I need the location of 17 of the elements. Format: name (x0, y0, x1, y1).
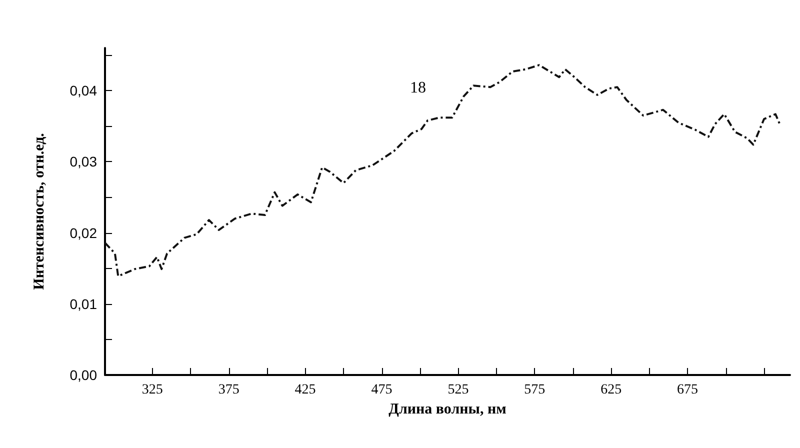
x-tick-label: 625 (600, 382, 622, 398)
x-tick-label: 375 (218, 382, 240, 398)
x-tick-label: 675 (677, 382, 698, 398)
y-tick-label: 0,03 (70, 154, 98, 170)
x-tick-label: 475 (371, 382, 392, 398)
x-tick-label: 425 (294, 382, 316, 398)
line-series (104, 64, 782, 278)
annotation: 18 (410, 80, 426, 96)
y-axis-title: Интенсивность, отн.ед. (32, 132, 48, 290)
x-tick-label: 525 (448, 382, 469, 398)
y-tick-label: 0,01 (70, 296, 98, 312)
y-tick-label: 0,04 (70, 82, 98, 99)
x-axis-title: Длина волны, нм (388, 401, 506, 418)
y-tick-label: 0,02 (70, 224, 98, 241)
y-tick-label: 0,00 (70, 367, 98, 383)
x-tick-label: 575 (524, 382, 546, 398)
x-tick-label: 325 (142, 382, 163, 398)
